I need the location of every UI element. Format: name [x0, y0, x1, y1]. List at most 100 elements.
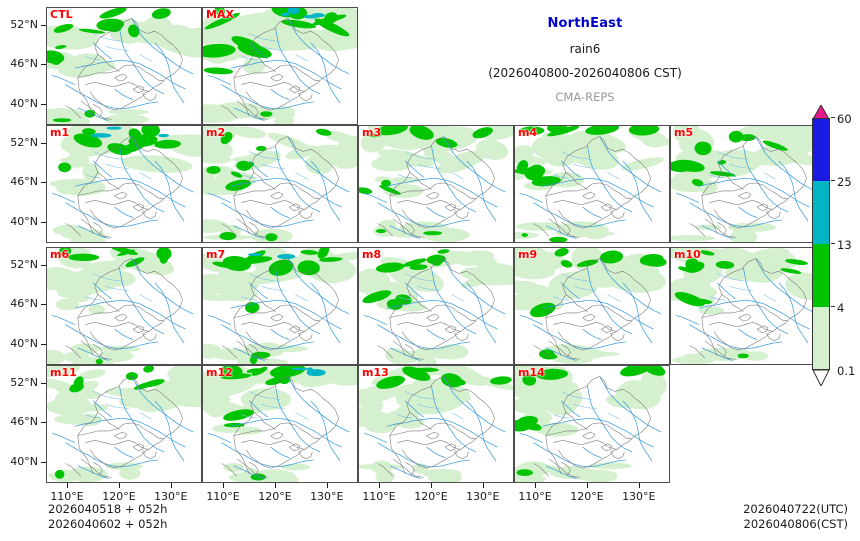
province-borders: [65, 18, 182, 119]
map-panel-m10[interactable]: m10: [670, 247, 826, 365]
x-tick-label-c0-0: 110°E: [50, 490, 84, 503]
river-network: [364, 258, 506, 360]
province-borders: [65, 136, 182, 237]
precip-field: [47, 366, 201, 482]
panel-label-m2: m2: [206, 126, 226, 139]
panel-label-max: MAX: [206, 8, 234, 21]
map-canvas-ctl: [47, 8, 201, 124]
map-panel-m8[interactable]: m8: [358, 247, 514, 365]
x-tick-label-c3-2: 130°E: [622, 490, 656, 503]
province-borders: [377, 136, 494, 237]
map-panel-m13[interactable]: m13: [358, 365, 514, 483]
y-tick-mark: [41, 343, 46, 345]
x-tick-label-c1-1: 120°E: [258, 490, 292, 503]
map-canvas-m14: [515, 366, 669, 482]
province-borders: [65, 258, 182, 359]
footer-left: 2026040518 + 052h 2026040602 + 052h: [48, 502, 167, 532]
map-canvas-m4: [515, 126, 669, 242]
colorbar-tick-25: [831, 180, 835, 181]
map-panel-m14[interactable]: m14: [514, 365, 670, 483]
x-tick-mark: [223, 483, 225, 488]
y-tick-mark: [41, 182, 46, 184]
y-tick-mark: [41, 103, 46, 105]
y-tick-mark: [41, 24, 46, 26]
footer-left-line1: 2026040518 + 052h: [48, 502, 168, 516]
panel-label-m3: m3: [362, 126, 382, 139]
x-tick-mark: [482, 483, 484, 488]
y-tick-mark: [41, 382, 46, 384]
colorbar-label-13: 13: [837, 238, 852, 252]
map-panel-m3[interactable]: m3: [358, 125, 514, 243]
river-network: [208, 18, 350, 120]
colorbar-tick-60: [831, 117, 835, 118]
map-panel-m2[interactable]: m2: [202, 125, 358, 243]
title-region: NorthEast: [547, 16, 623, 31]
colorbar: 0.1 4 13 25 60: [812, 103, 855, 388]
map-panel-m6[interactable]: m6: [46, 247, 202, 365]
precip-field: [359, 249, 513, 364]
map-panel-m11[interactable]: m11: [46, 365, 202, 483]
precip-field: [203, 126, 357, 242]
river-network: [364, 136, 506, 238]
colorbar-label-0.1: 0.1: [837, 364, 856, 378]
map-panel-ctl[interactable]: CTL: [46, 7, 202, 125]
colorbar-segment-4-13: [812, 244, 830, 307]
panel-label-m7: m7: [206, 248, 226, 261]
title-variable: rain6: [569, 42, 601, 56]
x-tick-label-c2-0: 110°E: [362, 490, 396, 503]
map-panel-m1[interactable]: m1: [46, 125, 202, 243]
map-panel-m12[interactable]: m12: [202, 365, 358, 483]
panel-label-m6: m6: [50, 248, 70, 261]
precip-field: [359, 366, 513, 482]
x-tick-mark: [275, 483, 276, 488]
y-tick-label-r0-2: 40°N: [10, 96, 38, 110]
map-panel-m4[interactable]: m4: [514, 125, 670, 243]
map-panel-m9[interactable]: m9: [514, 247, 670, 365]
precip-field: [515, 126, 669, 242]
title-time-range: (2026040800-2026040806 CST): [488, 66, 682, 80]
y-tick-mark: [41, 142, 46, 144]
map-panel-max[interactable]: MAX: [202, 7, 358, 125]
province-borders: [221, 136, 338, 237]
title-block: NorthEast rain6 (2026040800-2026040806 C…: [430, 16, 740, 104]
x-tick-mark: [119, 483, 120, 488]
province-borders: [221, 18, 338, 119]
map-canvas-m7: [203, 248, 357, 364]
x-tick-label-c0-2: 130°E: [154, 490, 188, 503]
river-network: [52, 376, 194, 478]
title-model: CMA-REPS: [555, 90, 615, 104]
province-borders: [221, 376, 338, 477]
y-tick-label-r3-0: 52°N: [10, 375, 38, 389]
y-tick-label-r3-2: 40°N: [10, 454, 38, 468]
precip-field: [47, 248, 174, 364]
colorbar-segment-13-25: [812, 181, 830, 244]
map-panel-m5[interactable]: m5: [670, 125, 826, 243]
province-borders: [689, 136, 806, 237]
map-panel-m7[interactable]: m7: [202, 247, 358, 365]
y-tick-mark: [41, 221, 46, 223]
x-tick-label-c3-1: 120°E: [570, 490, 604, 503]
y-tick-label-r1-2: 40°N: [10, 214, 38, 228]
panel-label-m5: m5: [674, 126, 694, 139]
province-borders: [533, 258, 650, 359]
map-canvas-m10: [671, 248, 825, 364]
river-network: [52, 18, 194, 120]
colorbar-over-arrow: [812, 103, 830, 120]
colorbar-segment-0.1-4: [812, 307, 830, 370]
panel-label-ctl: CTL: [50, 8, 73, 21]
x-tick-label-c2-1: 120°E: [414, 490, 448, 503]
x-tick-label-c2-2: 130°E: [466, 490, 500, 503]
y-tick-label-r2-2: 40°N: [10, 336, 38, 350]
x-tick-label-c1-2: 130°E: [310, 490, 344, 503]
map-canvas-m2: [203, 126, 357, 242]
map-canvas-max: [203, 8, 357, 124]
map-canvas-m8: [359, 248, 513, 364]
colorbar-segment-25-60: [812, 118, 830, 181]
panel-label-m1: m1: [50, 126, 70, 139]
panel-label-m9: m9: [518, 248, 538, 261]
x-tick-label-c1-0: 110°E: [206, 490, 240, 503]
map-canvas-m12: [203, 366, 357, 482]
y-tick-label-r2-0: 52°N: [10, 257, 38, 271]
colorbar-edge-top: [812, 118, 830, 119]
